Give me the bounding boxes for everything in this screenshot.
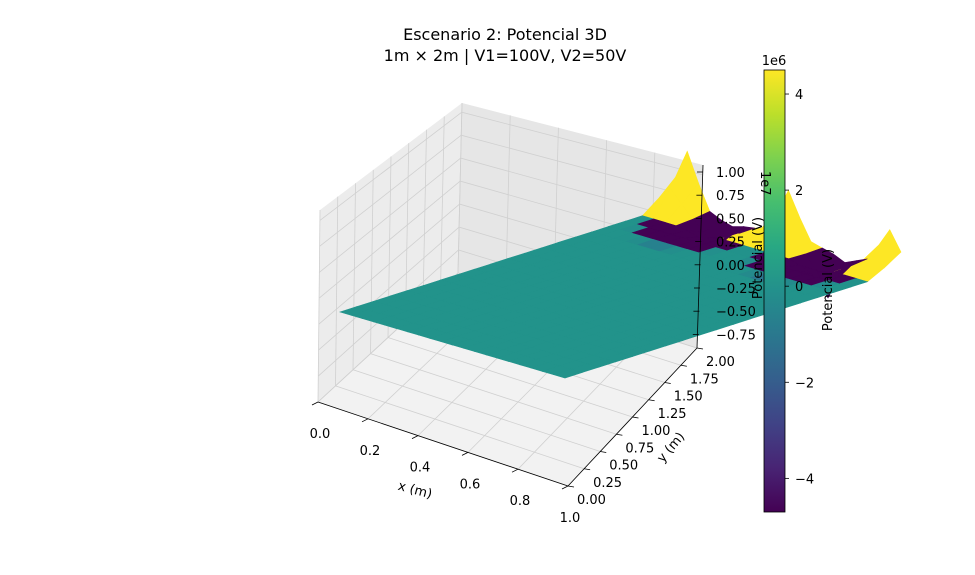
x-tick-mark <box>561 485 569 490</box>
x-tick-mark <box>361 418 369 423</box>
x-axis-label: x (m) <box>396 479 433 502</box>
x-tick-mark <box>461 452 469 456</box>
x-tick-label: 0.6 <box>460 477 481 492</box>
x-tick-mark <box>311 401 319 406</box>
colorbar-tick-label: −2 <box>795 376 814 391</box>
y-tick-label: 1.50 <box>674 390 703 405</box>
y-tick-mark <box>680 364 687 367</box>
left-grid-y <box>422 129 427 306</box>
y-tick-mark <box>632 416 639 419</box>
y-tick-mark <box>584 468 591 471</box>
y-tick-label: 0.50 <box>609 459 638 474</box>
colorbar-tick-label: 4 <box>795 88 803 103</box>
y-tick-label: 0.25 <box>593 476 622 491</box>
surface-plot <box>338 150 902 379</box>
left-grid-y <box>440 116 445 290</box>
y-tick-mark <box>696 347 704 350</box>
x-tick-label: 0.0 <box>310 427 331 442</box>
z-tick-label: 1.00 <box>716 166 745 181</box>
z-axis: 1.00 0.75 0.50 0.25 0.00 −0.25 −0.50 −0.75 <box>692 164 756 349</box>
y-tick-mark <box>600 451 607 453</box>
colorbar-tick-label: 2 <box>795 184 803 199</box>
surface-patch <box>552 368 583 379</box>
floor-grid-y <box>387 337 633 418</box>
colorbar-bar <box>763 69 786 513</box>
x-axis: 0.0 0.2 0.4 0.6 0.8 1.0 <box>310 401 581 526</box>
y-tick-mark <box>664 382 671 384</box>
y-tick-label: 1.75 <box>690 372 719 387</box>
z-tick-label: 0.25 <box>716 236 745 251</box>
surface-patch <box>799 264 829 298</box>
floor-grid-y <box>370 353 617 435</box>
left-grid-y <box>370 169 374 354</box>
y-tick-label: 2.00 <box>706 355 735 370</box>
y-axis: 0.00 0.25 0.50 0.75 1.00 1.25 1.50 1.75 2.00 <box>567 347 735 508</box>
left-grid-y <box>352 183 356 370</box>
x-tick-label: 1.0 <box>560 511 581 526</box>
left-grid-y <box>335 196 339 386</box>
x-tick-label: 0.8 <box>510 494 531 509</box>
x-axis-line <box>317 401 569 487</box>
y-tick-label: 1.00 <box>642 424 671 439</box>
colorbar-tick-label: 0 <box>795 280 803 295</box>
left-grid-y <box>317 209 321 403</box>
z-tick-label: −0.50 <box>716 305 756 320</box>
wall-grid-z <box>319 111 703 221</box>
left-grid-y <box>457 102 463 274</box>
x-tick-mark <box>511 468 519 473</box>
z-tick-label: −0.25 <box>716 282 756 297</box>
wall-grid-z <box>319 134 703 247</box>
floor-grid-y <box>335 385 585 470</box>
y-tick-mark <box>648 399 655 402</box>
floor-grid-y <box>352 369 601 452</box>
x-tick-mark <box>411 435 419 439</box>
z-tick-label: 0.00 <box>716 259 745 274</box>
wall-grid-z <box>319 157 702 273</box>
z-tick-label: 0.50 <box>716 212 745 227</box>
y-tick-label: 0.75 <box>625 441 654 456</box>
z-tick-label: −0.75 <box>716 328 756 343</box>
y-tick-mark <box>616 433 623 436</box>
y-tick-mark <box>567 485 575 488</box>
colorbar: 4 2 0 −2 −4 <box>763 69 814 513</box>
chart-title-main: Escenario 2: Potencial 3D <box>403 25 607 44</box>
y-tick-label: 1.25 <box>658 407 687 422</box>
z-offset-label: 1e7 <box>757 171 772 196</box>
colorbar-tick-label: −4 <box>795 472 814 487</box>
colorbar-offset-label: 1e6 <box>762 54 787 69</box>
chart-subtitle: 1m × 2m | V1=100V, V2=50V <box>383 46 627 65</box>
left-pane <box>318 103 462 402</box>
x-tick-label: 0.2 <box>360 444 381 459</box>
colorbar-label: Potencial (V) <box>821 249 836 331</box>
z-axis-label: Potencial (V) <box>751 217 766 299</box>
chart-title: Escenario 2: Potencial 3D 1m × 2m | V1=1… <box>0 24 975 66</box>
y-tick-label: 0.00 <box>577 493 606 508</box>
z-tick-label: 0.75 <box>716 189 745 204</box>
x-tick-label: 0.4 <box>410 461 431 476</box>
